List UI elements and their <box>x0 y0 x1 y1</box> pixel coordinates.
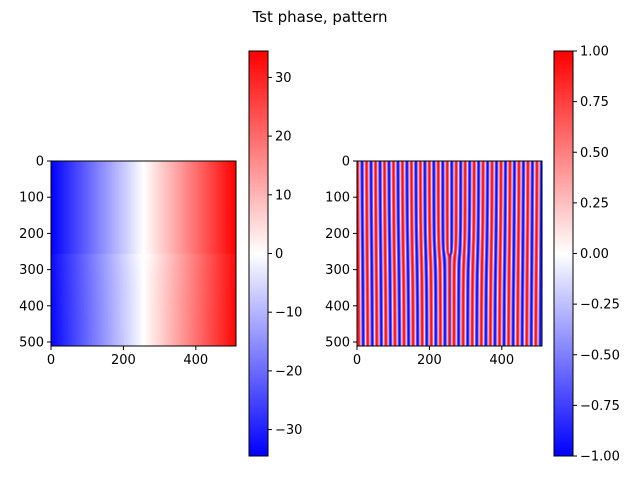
phase-image-holder <box>51 161 236 346</box>
phase-colorbar-ticks: −30 −20 −10 0 10 20 30 <box>268 71 302 438</box>
pattern-colorbar-ticks: −1.00 −0.75 −0.50 −0.25 0.00 0.25 0.50 0.75 1.00 <box>573 45 620 465</box>
y-tick-label: 400 <box>325 299 350 314</box>
pattern-colorbar-holder <box>554 51 573 456</box>
colorbar-tick-label: 0.75 <box>580 95 609 110</box>
colorbar-tick-label: −0.50 <box>580 348 620 363</box>
y-tick-label: 200 <box>19 227 44 242</box>
x-tick-label: 200 <box>417 353 442 368</box>
y-tick-label: 0 <box>36 155 44 170</box>
y-tick-label: 300 <box>325 263 350 278</box>
colorbar-tick-label: 20 <box>275 130 292 145</box>
pattern-colorbar: −1.00 −0.75 −0.50 −0.25 0.00 0.25 0.50 0.75 1.00 <box>553 45 620 465</box>
colorbar-tick-label: 0.00 <box>580 247 609 262</box>
pattern-axes-frame <box>356 160 543 347</box>
y-tick-label: 100 <box>19 191 44 206</box>
x-tick-label: 400 <box>489 353 514 368</box>
phase-image <box>51 161 236 346</box>
pattern-colorbar-gradient <box>554 51 573 456</box>
y-tick-label: 500 <box>325 336 350 351</box>
y-tick-label: 400 <box>19 299 44 314</box>
y-tick-label: 200 <box>325 227 350 242</box>
phase-colorbar-gradient <box>249 51 268 456</box>
phase-colorbar: −30 −20 −10 0 10 20 30 <box>248 50 302 457</box>
y-tick-label: 500 <box>19 336 44 351</box>
x-tick-label: 400 <box>183 353 208 368</box>
colorbar-tick-label: 10 <box>275 188 292 203</box>
colorbar-tick-label: −10 <box>275 306 302 321</box>
colorbar-tick-label: 30 <box>275 71 292 86</box>
pattern-image-holder <box>357 161 542 346</box>
phase-axes-ticks: 0 200 400 0 100 200 300 400 500 <box>19 155 208 369</box>
phase-panel: 0 200 400 0 100 200 300 400 500 <box>19 155 237 369</box>
pattern-image <box>357 161 542 346</box>
colorbar-tick-label: 1.00 <box>580 45 609 60</box>
x-tick-label: 0 <box>353 353 361 368</box>
colorbar-tick-label: 0.25 <box>580 196 609 211</box>
colorbar-tick-label: −0.25 <box>580 298 620 313</box>
pattern-panel: 0 200 400 0 100 200 300 400 500 <box>325 155 543 369</box>
y-tick-label: 100 <box>325 191 350 206</box>
colorbar-tick-label: −1.00 <box>580 450 620 465</box>
x-tick-label: 0 <box>47 353 55 368</box>
x-tick-label: 200 <box>111 353 136 368</box>
figure-title: Tst phase, pattern <box>251 8 387 26</box>
colorbar-tick-label: 0 <box>275 247 283 262</box>
y-tick-label: 300 <box>19 263 44 278</box>
colorbar-tick-label: −30 <box>275 423 302 438</box>
phase-colorbar-holder <box>249 51 268 456</box>
colorbar-tick-label: 0.50 <box>580 146 609 161</box>
phase-axes-frame <box>50 160 237 347</box>
colorbar-tick-label: −20 <box>275 364 302 379</box>
y-tick-label: 0 <box>342 155 350 170</box>
colorbar-tick-label: −0.75 <box>580 399 620 414</box>
pattern-axes-ticks: 0 200 400 0 100 200 300 400 500 <box>325 155 514 369</box>
